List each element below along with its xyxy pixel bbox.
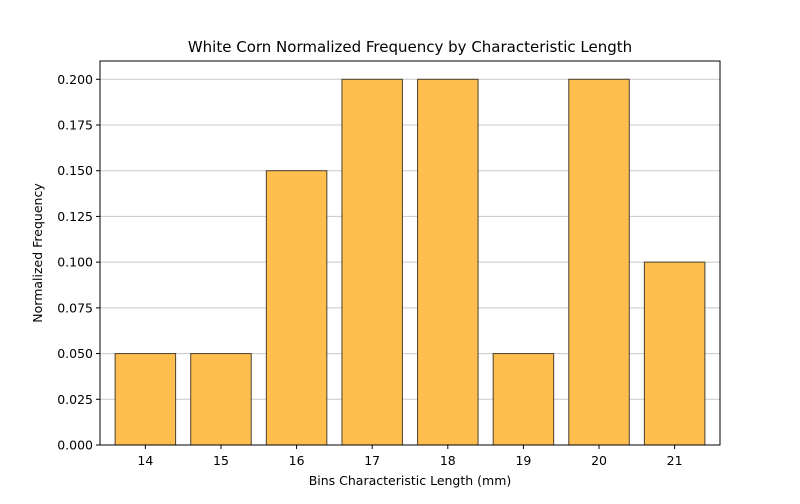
x-tick-label: 21 xyxy=(667,453,683,468)
y-tick-label: 0.000 xyxy=(57,438,93,453)
bar-17 xyxy=(341,78,403,446)
y-tick-label: 0.075 xyxy=(57,300,93,315)
bar-14 xyxy=(114,353,177,446)
y-tick-label: 0.050 xyxy=(57,346,93,361)
y-tick-label: 0.100 xyxy=(57,255,93,270)
bar-19 xyxy=(492,353,555,446)
bar-20 xyxy=(568,78,630,446)
bar-16 xyxy=(265,170,328,446)
x-tick-label: 14 xyxy=(137,453,153,468)
y-tick-label: 0.025 xyxy=(57,392,93,407)
plot-frame xyxy=(99,60,721,446)
y-axis-label: Normalized Frequency xyxy=(30,183,45,323)
chart-title: White Corn Normalized Frequency by Chara… xyxy=(188,38,632,56)
axes xyxy=(99,60,721,446)
y-tick-label: 0.175 xyxy=(57,118,93,133)
bars xyxy=(114,78,706,446)
x-tick-label: 20 xyxy=(591,453,607,468)
y-tick-label: 0.200 xyxy=(57,72,93,87)
x-tick-label: 15 xyxy=(213,453,229,468)
x-tick-label: 16 xyxy=(289,453,305,468)
bar-21 xyxy=(643,261,706,446)
y-tick-label: 0.125 xyxy=(57,209,93,224)
bar-18 xyxy=(417,78,479,446)
y-tick-label: 0.150 xyxy=(57,163,93,178)
bar-15 xyxy=(190,353,252,446)
x-tick-label: 17 xyxy=(364,453,380,468)
x-axis-label: Bins Characteristic Length (mm) xyxy=(309,473,512,488)
ticks: 0.000 0.025 0.050 0.075 0.100 0.125 0.150 0.175… xyxy=(57,72,682,468)
x-tick-label: 19 xyxy=(515,453,531,468)
x-tick-label: 18 xyxy=(440,453,456,468)
